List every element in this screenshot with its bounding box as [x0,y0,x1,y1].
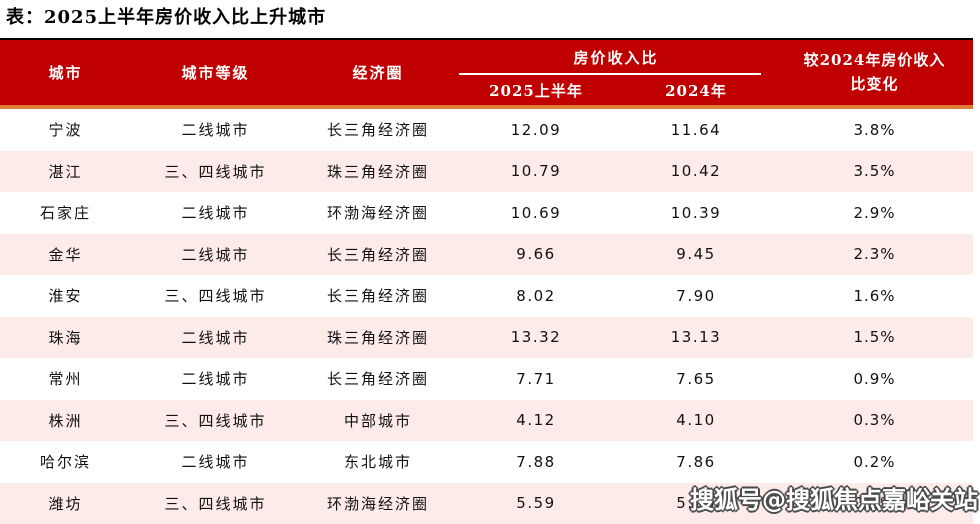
cell-ratio-2025h1: 10.79 [456,162,616,180]
cell-change: 0.9% [776,370,973,388]
cell-city-tier: 二线城市 [131,327,300,348]
cell-ratio-2024: 10.39 [616,204,776,222]
cell-ratio-2024: 4.10 [616,411,776,429]
cell-change: 0.3% [776,411,973,429]
cell-city: 淮安 [0,285,131,306]
cell-city-tier: 二线城市 [131,119,300,140]
cell-change: 3.8% [776,121,973,139]
cell-change: 1.6% [776,287,973,305]
cell-economic-circle: 长三角经济圈 [300,244,456,265]
cell-city: 常州 [0,368,131,389]
table-header-row: 城市 城市等级 经济圈 房价收入比 2025上半年 2024年 较2024年房价… [0,40,973,105]
cell-city: 湛江 [0,161,131,182]
cell-change: 2.3% [776,245,973,263]
cell-change: 1.5% [776,328,973,346]
table-row: 宁波 二线城市 长三角经济圈 12.09 11.64 3.8% [0,109,973,151]
cell-ratio-2025h1: 4.12 [456,411,616,429]
cell-city-tier: 三、四线城市 [131,161,300,182]
change-header-line1: 较2024年房价收入 [804,49,946,72]
cell-economic-circle: 长三角经济圈 [300,119,456,140]
cell-city-tier: 三、四线城市 [131,285,300,306]
cell-city-tier: 三、四线城市 [131,410,300,431]
change-header-line2: 比变化 [850,73,898,96]
cell-city-tier: 二线城市 [131,244,300,265]
cell-ratio-2025h1: 8.02 [456,287,616,305]
cell-economic-circle: 珠三角经济圈 [300,327,456,348]
cell-city: 金华 [0,244,131,265]
group-header-label: 房价收入比 [456,47,776,70]
page-title: 表：2025上半年房价收入比上升城市 [6,3,326,29]
cell-city-tier: 三、四线城市 [131,493,300,514]
cell-economic-circle: 长三角经济圈 [300,285,456,306]
cell-ratio-2024: 7.65 [616,370,776,388]
table-row: 哈尔滨 二线城市 东北城市 7.88 7.86 0.2% [0,441,973,483]
cell-economic-circle: 东北城市 [300,451,456,472]
cell-ratio-2025h1: 13.32 [456,328,616,346]
cell-ratio-2025h1: 10.69 [456,204,616,222]
cell-economic-circle: 中部城市 [300,410,456,431]
cell-city-tier: 二线城市 [131,202,300,223]
cell-change: 0.2% [776,453,973,471]
cell-ratio-2025h1: 9.66 [456,245,616,263]
sohu-watermark: 搜狐号@搜狐焦点嘉峪关站 [690,480,978,515]
cell-city: 宁波 [0,119,131,140]
cell-economic-circle: 珠三角经济圈 [300,161,456,182]
cell-city: 哈尔滨 [0,451,131,472]
table-row: 株洲 三、四线城市 中部城市 4.12 4.10 0.3% [0,400,973,442]
cell-economic-circle: 长三角经济圈 [300,368,456,389]
price-income-ratio-table: 城市 城市等级 经济圈 房价收入比 2025上半年 2024年 较2024年房价… [0,38,973,524]
table-row: 石家庄 二线城市 环渤海经济圈 10.69 10.39 2.9% [0,192,973,234]
column-group-price-income-ratio: 房价收入比 2025上半年 2024年 [456,40,776,105]
cell-ratio-2025h1: 12.09 [456,121,616,139]
cell-city-tier: 二线城市 [131,368,300,389]
cell-ratio-2024: 11.64 [616,121,776,139]
table-body: 宁波 二线城市 长三角经济圈 12.09 11.64 3.8% 湛江 三、四线城… [0,109,973,524]
cell-city: 珠海 [0,327,131,348]
column-header-2024: 2024年 [616,75,776,105]
cell-ratio-2025h1: 7.88 [456,453,616,471]
cell-ratio-2024: 13.13 [616,328,776,346]
table-row: 湛江 三、四线城市 珠三角经济圈 10.79 10.42 3.5% [0,151,973,193]
column-header-change-vs-2024: 较2024年房价收入 比变化 [776,40,973,105]
table-row: 金华 二线城市 长三角经济圈 9.66 9.45 2.3% [0,234,973,276]
cell-change: 2.9% [776,204,973,222]
table-row: 珠海 二线城市 珠三角经济圈 13.32 13.13 1.5% [0,317,973,359]
cell-ratio-2024: 7.90 [616,287,776,305]
cell-city-tier: 二线城市 [131,451,300,472]
cell-ratio-2025h1: 5.59 [456,494,616,512]
cell-economic-circle: 环渤海经济圈 [300,493,456,514]
cell-ratio-2024: 10.42 [616,162,776,180]
cell-change: 3.5% [776,162,973,180]
table-row: 常州 二线城市 长三角经济圈 7.71 7.65 0.9% [0,358,973,400]
table-row: 淮安 三、四线城市 长三角经济圈 8.02 7.90 1.6% [0,275,973,317]
cell-city: 石家庄 [0,202,131,223]
column-header-city: 城市 [0,40,131,105]
group-subheaders: 2025上半年 2024年 [456,75,776,105]
column-header-city-tier: 城市等级 [131,40,300,105]
cell-ratio-2025h1: 7.71 [456,370,616,388]
cell-city: 株洲 [0,410,131,431]
cell-ratio-2024: 9.45 [616,245,776,263]
cell-ratio-2024: 7.86 [616,453,776,471]
cell-city: 潍坊 [0,493,131,514]
column-header-2025h1: 2025上半年 [456,75,616,105]
cell-economic-circle: 环渤海经济圈 [300,202,456,223]
column-header-economic-circle: 经济圈 [300,40,456,105]
